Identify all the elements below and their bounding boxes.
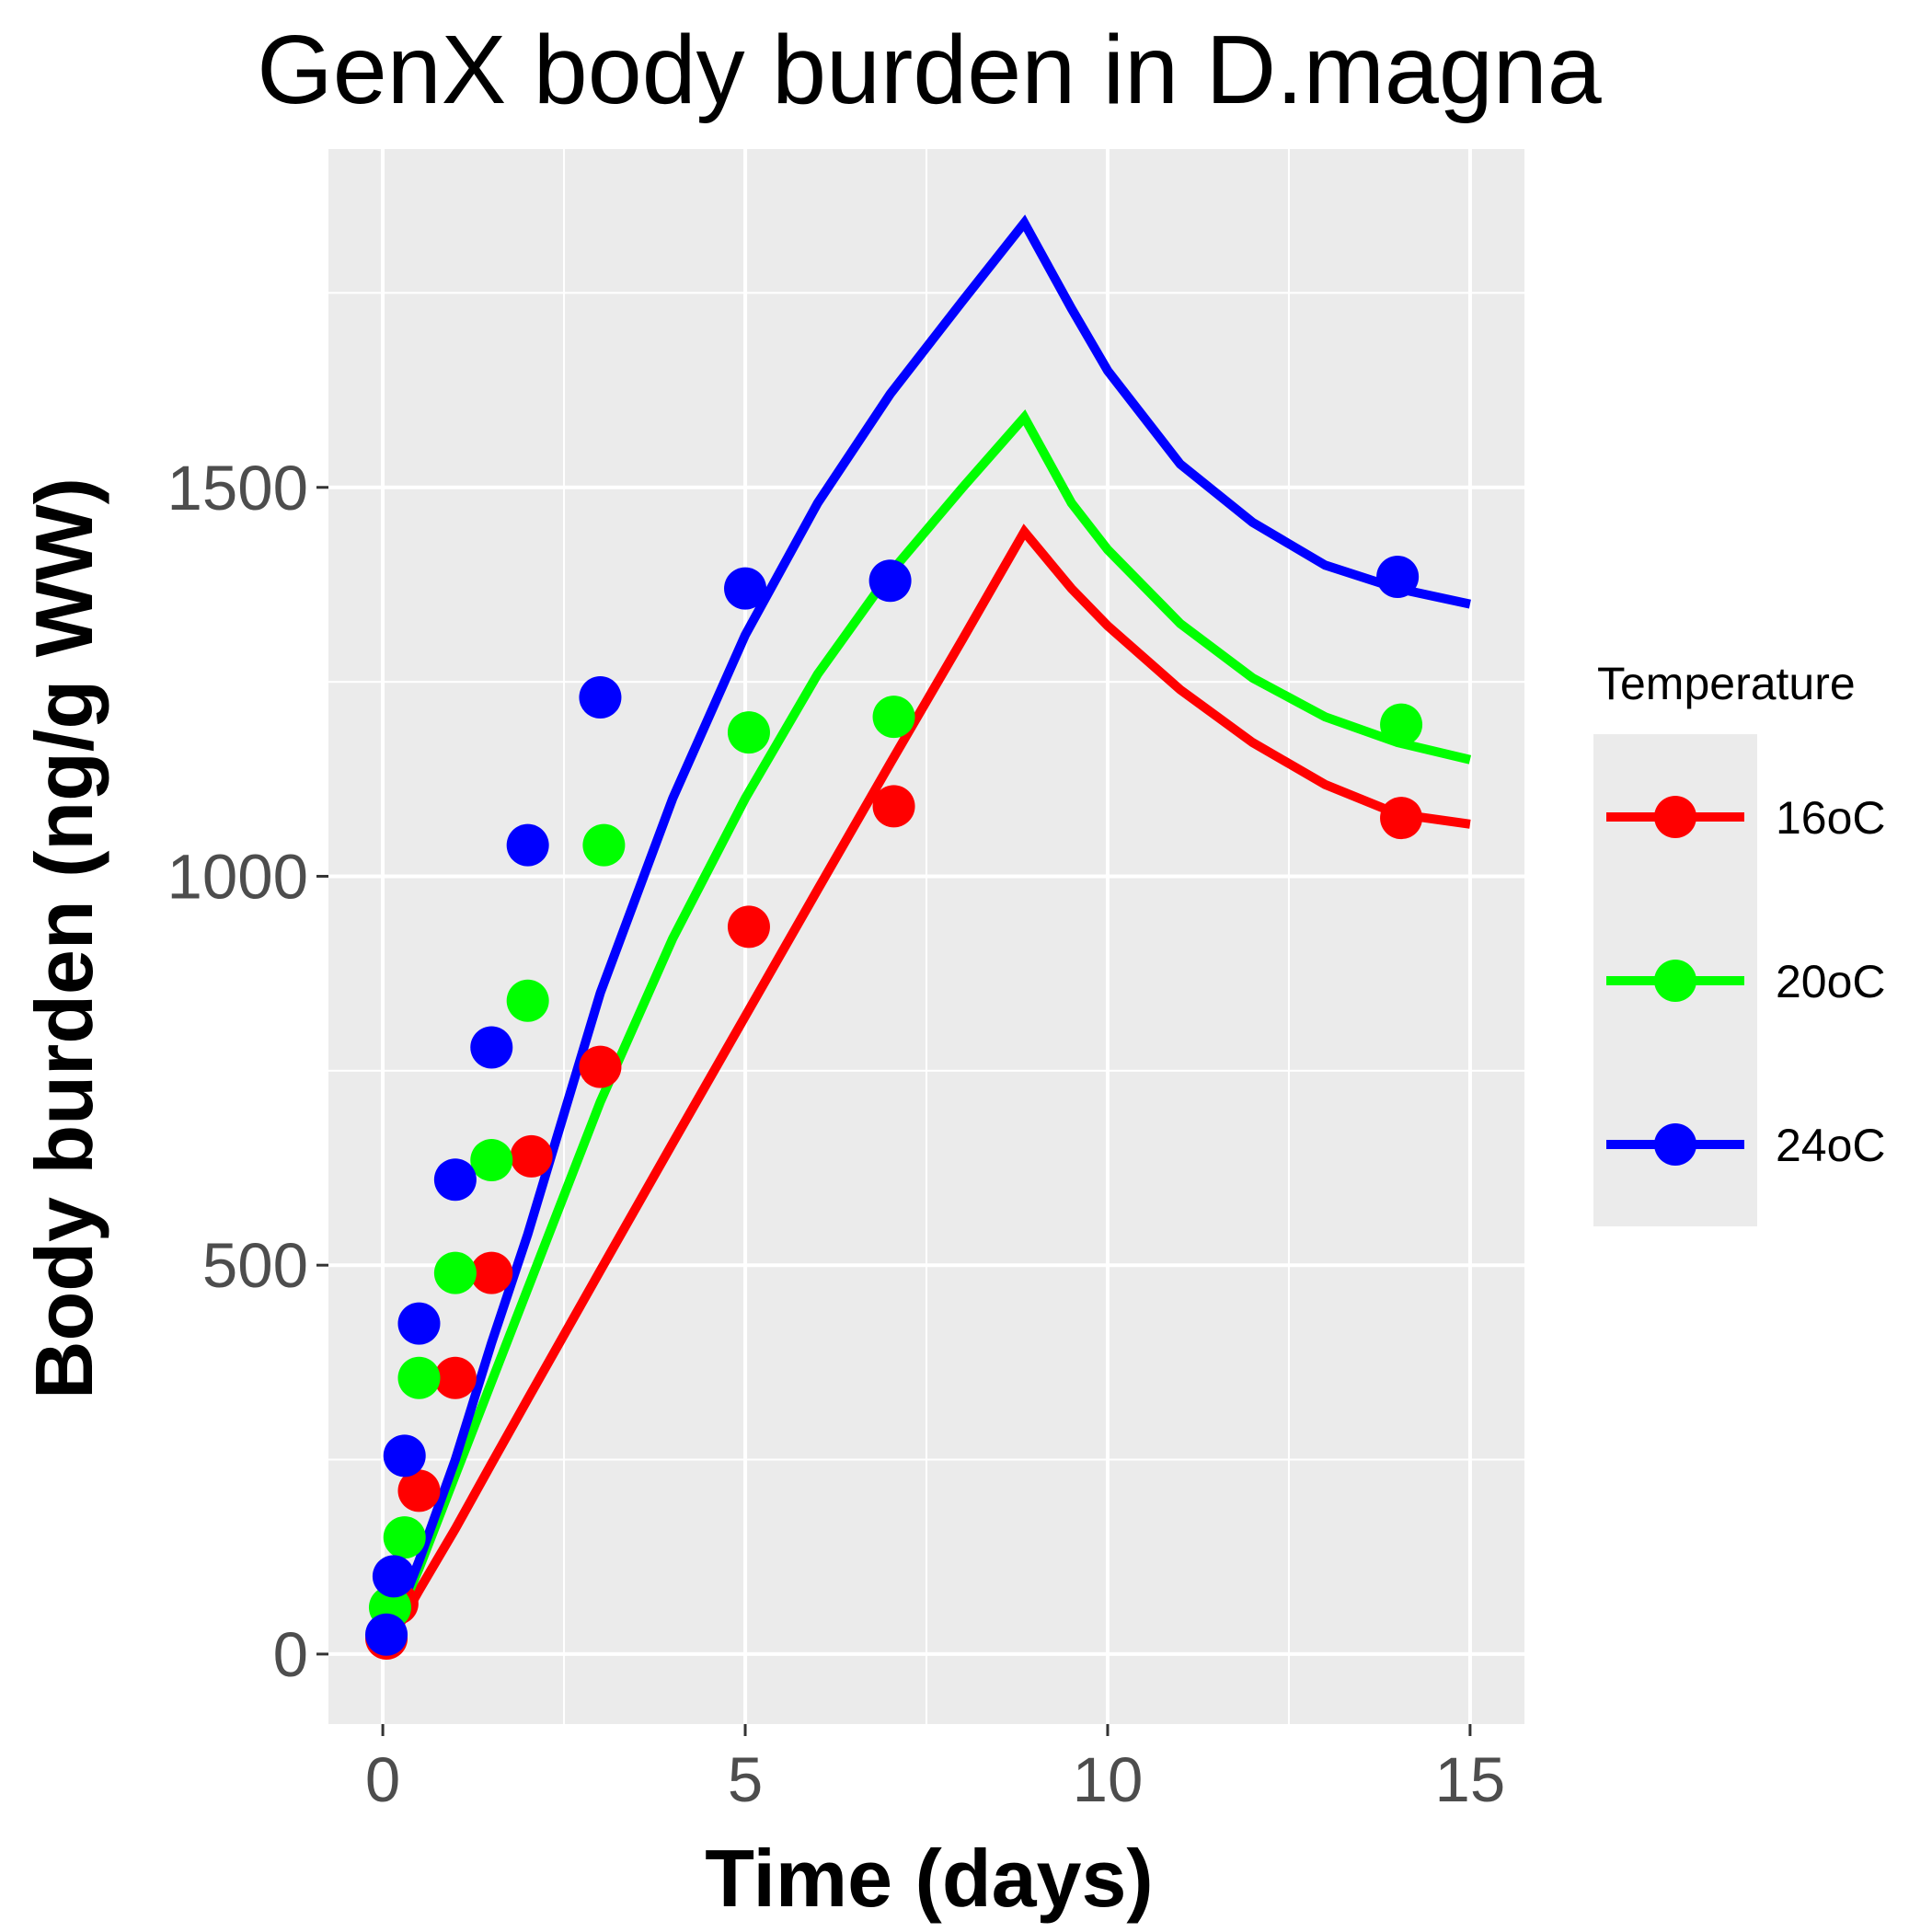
data-point-20oC [397, 1356, 441, 1399]
data-point-16oC [433, 1356, 477, 1399]
series-points [365, 555, 1423, 1661]
data-point-24oC [372, 1555, 415, 1598]
legend: Temperature 16oC 20oC 24oC [1593, 658, 1886, 1226]
data-point-24oC [579, 676, 622, 719]
series-line-24oC [378, 214, 1471, 1656]
data-point-24oC [724, 567, 767, 610]
legend-key-point-16oC [1654, 796, 1696, 838]
data-point-20oC [1380, 703, 1423, 746]
data-point-16oC [1380, 797, 1423, 840]
data-point-20oC [506, 979, 549, 1022]
data-point-24oC [868, 559, 912, 603]
legend-entries: 16oC 20oC 24oC [1606, 792, 1886, 1171]
grid-major [328, 149, 1524, 1724]
x-axis-title: Time (days) [705, 1833, 1153, 1924]
x-tick-label: 5 [728, 1744, 763, 1815]
data-point-16oC [579, 1045, 622, 1088]
data-point-24oC [506, 823, 549, 867]
data-point-20oC [433, 1251, 477, 1294]
data-point-20oC [727, 711, 770, 754]
data-point-16oC [397, 1469, 441, 1512]
data-point-20oC [383, 1516, 426, 1559]
axis-ticks [316, 486, 1472, 1736]
data-point-20oC [582, 823, 626, 867]
data-point-16oC [872, 785, 915, 828]
data-point-16oC [727, 905, 770, 949]
data-point-24oC [397, 1302, 441, 1345]
y-tick-labels: 0 500 1000 1500 [167, 453, 309, 1690]
series-line-16oC [378, 523, 1471, 1657]
y-tick-label: 0 [273, 1619, 308, 1690]
data-point-16oC [470, 1251, 513, 1294]
y-tick-label: 1000 [167, 841, 309, 912]
data-point-24oC [470, 1026, 513, 1069]
chart-title: GenX body burden in D.magna [257, 16, 1601, 124]
data-point-20oC [470, 1139, 513, 1182]
legend-title: Temperature [1597, 658, 1856, 709]
data-point-24oC [1376, 555, 1420, 598]
x-tick-labels: 0 5 10 15 [365, 1744, 1505, 1815]
y-tick-label: 1500 [167, 453, 309, 523]
legend-label-20oC: 20oC [1776, 956, 1886, 1007]
y-axis-title: Body burden (ng/g WW) [18, 477, 109, 1399]
legend-key-point-20oC [1654, 960, 1696, 1002]
data-point-24oC [383, 1434, 426, 1478]
x-tick-label: 15 [1435, 1744, 1506, 1815]
legend-label-16oC: 16oC [1776, 792, 1886, 844]
legend-label-24oC: 24oC [1776, 1120, 1886, 1171]
data-point-24oC [365, 1613, 408, 1656]
data-point-16oC [510, 1134, 553, 1178]
x-tick-label: 0 [365, 1744, 400, 1815]
data-point-20oC [872, 696, 915, 739]
data-point-24oC [433, 1158, 477, 1202]
y-tick-label: 500 [202, 1230, 308, 1301]
grid-minor [328, 149, 1524, 1724]
legend-key-point-24oC [1654, 1123, 1696, 1166]
x-tick-label: 10 [1073, 1744, 1144, 1815]
